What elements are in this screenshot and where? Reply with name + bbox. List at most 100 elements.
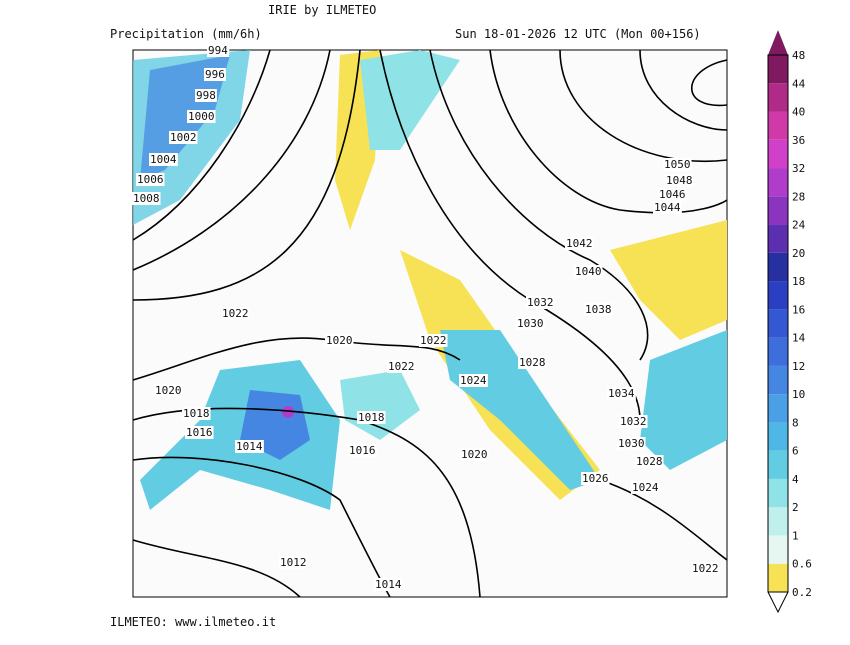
colorbar-label: 44 (792, 77, 806, 90)
isobar-label: 1028 (636, 455, 663, 468)
colorbar-band (768, 83, 788, 112)
isobar-label: 998 (196, 89, 216, 102)
isobar-label-bg (204, 68, 226, 81)
isobar-label-bg (169, 131, 198, 144)
colorbar-band (768, 422, 788, 451)
isobar-label-bg (325, 334, 354, 347)
colorbar-band (768, 196, 788, 225)
colorbar-label: 1 (792, 529, 799, 542)
isobar-label: 1022 (420, 334, 447, 347)
isobar-label-bg (584, 303, 613, 316)
colorbar-label: 40 (792, 106, 805, 119)
isobar-label-bg (182, 407, 211, 420)
isobar-label: 994 (208, 44, 228, 57)
isobar-label: 1048 (666, 174, 693, 187)
map-area: 994 996 998 1000 1002 1004 1006 1008 1022 1020 102… (132, 44, 728, 598)
isobar-label: 1012 (280, 556, 307, 569)
isobar-label-bg (357, 411, 386, 424)
isobar-label: 1022 (388, 360, 415, 373)
colorbar-label: 12 (792, 360, 805, 373)
isobar-label: 1034 (608, 387, 635, 400)
colorbar-label: 10 (792, 388, 805, 401)
isobar-label-bg (195, 89, 217, 102)
colorbar-label: 32 (792, 162, 805, 175)
isobar-label-bg (691, 562, 720, 575)
colorbar-bottom-arrow (767, 591, 789, 614)
isobar-label-bg (619, 415, 648, 428)
colorbar-label: 28 (792, 190, 805, 203)
colorbar-band (768, 168, 788, 197)
colorbar-band (768, 535, 788, 564)
isobar-label: 1014 (236, 440, 263, 453)
colorbar-label: 0.2 (792, 586, 812, 599)
isobar-label-bg (136, 173, 165, 186)
colorbar-band (768, 365, 788, 395)
isobar-label-bg (665, 174, 694, 187)
colorbar-band (768, 337, 788, 366)
isobar-label: 1014 (375, 578, 402, 591)
isobar-label: 1020 (461, 448, 488, 461)
colorbar-frame (767, 54, 789, 593)
isobar-label: 1046 (659, 188, 686, 201)
isobar-label-bg (154, 384, 183, 397)
precip-area (640, 330, 727, 470)
credit: ILMETEO: www.ilmeteo.it (110, 615, 276, 629)
colorbar-label: 2 (792, 501, 799, 514)
isobar-label-bg (279, 556, 308, 569)
colorbar-band (768, 450, 788, 479)
isobar-label: 1050 (664, 158, 691, 171)
isobar-label: 1028 (519, 356, 546, 369)
isobar-label: 1008 (133, 192, 160, 205)
isobar-label: 1024 (460, 374, 487, 387)
precip-area (440, 330, 600, 490)
isobar-label-bg (374, 578, 403, 591)
colorbar-band (768, 394, 788, 423)
isobar-label: 1018 (358, 411, 385, 424)
isobar-label: 1020 (155, 384, 182, 397)
isobar-label-bg (635, 455, 664, 468)
colorbar-label: 8 (792, 416, 799, 429)
colorbar-band (768, 563, 788, 592)
colorbar-band (768, 224, 788, 253)
isobar-label-bg (185, 426, 214, 439)
isobar-label: 1024 (632, 481, 659, 494)
colorbar-label: 4 (792, 473, 799, 486)
colorbar-label: 6 (792, 445, 799, 458)
isobar-label-bg (387, 360, 416, 373)
colorbar-label: 16 (792, 303, 805, 316)
colorbar-label: 24 (792, 219, 806, 232)
isobar-label: 1030 (618, 437, 645, 450)
isobar-label-bg (516, 317, 545, 330)
isobar-label-bg (617, 437, 646, 450)
isobar-label: 1000 (188, 110, 215, 123)
isobar-label-bg (663, 158, 692, 171)
isobar-label: 1016 (349, 444, 376, 457)
isobar-label-bg (574, 265, 603, 278)
isobar-label-bg (132, 192, 161, 205)
isobar-label-bg (526, 296, 555, 309)
isobar-label: 1030 (517, 317, 544, 330)
isobar-label: 1042 (566, 237, 593, 250)
isobar-label: 996 (205, 68, 225, 81)
isobar-label: 1032 (620, 415, 647, 428)
colorbar-band (768, 478, 788, 508)
colorbar-band (768, 507, 788, 536)
isobar-label-bg (565, 237, 594, 250)
colorbar-label: 48 (792, 49, 805, 62)
colorbar-label: 18 (792, 275, 805, 288)
colorbar-label: 0.6 (792, 558, 812, 571)
isobar-label-bg (653, 201, 682, 214)
isobar-label-bg (221, 307, 250, 320)
colorbar-label: 20 (792, 247, 805, 260)
isobar-label: 1020 (326, 334, 353, 347)
isobar-label-bg (631, 481, 660, 494)
isobar-label: 1006 (137, 173, 164, 186)
precip-peak (282, 406, 294, 418)
isobar-label: 1026 (582, 472, 609, 485)
isobar-label: 1022 (692, 562, 719, 575)
isobar-label-bg (207, 44, 230, 57)
isobar-label: 1040 (575, 265, 602, 278)
isobar-label: 1004 (150, 153, 177, 166)
colorbar-band (768, 139, 788, 169)
precip-area (610, 220, 727, 340)
